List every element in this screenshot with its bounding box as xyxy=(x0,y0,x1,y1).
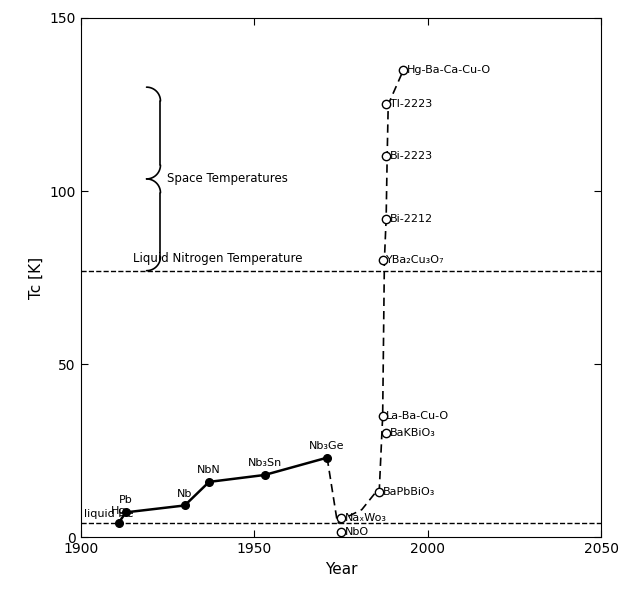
Text: NbN: NbN xyxy=(197,465,221,475)
Text: Pb: Pb xyxy=(119,496,133,506)
Text: NbO: NbO xyxy=(345,527,369,537)
Text: Bi-2212: Bi-2212 xyxy=(389,214,433,224)
X-axis label: Year: Year xyxy=(325,562,357,577)
Text: Liquid Nitrogen Temperature: Liquid Nitrogen Temperature xyxy=(133,253,302,266)
Text: Space Temperatures: Space Temperatures xyxy=(167,173,288,186)
Text: Nb₃Ge: Nb₃Ge xyxy=(309,441,345,451)
Text: liquid He: liquid He xyxy=(84,509,133,519)
Text: Nb: Nb xyxy=(177,488,192,498)
Text: La-Ba-Cu-O: La-Ba-Cu-O xyxy=(386,411,450,421)
Y-axis label: Tc [K]: Tc [K] xyxy=(29,257,44,298)
Text: YBa₂Cu₃O₇: YBa₂Cu₃O₇ xyxy=(386,256,445,265)
Text: BaKBiO₃: BaKBiO₃ xyxy=(389,429,435,438)
Text: Hg-Ba-Ca-Cu-O: Hg-Ba-Ca-Cu-O xyxy=(407,65,491,75)
Text: BaPbBiO₃: BaPbBiO₃ xyxy=(383,487,435,497)
Text: Bi-2223: Bi-2223 xyxy=(389,152,433,161)
Text: Nb₃Sn: Nb₃Sn xyxy=(247,458,281,468)
Text: NaₓWo₃: NaₓWo₃ xyxy=(345,513,386,523)
Text: Tl-2223: Tl-2223 xyxy=(389,100,432,109)
Text: Hg: Hg xyxy=(111,506,126,516)
